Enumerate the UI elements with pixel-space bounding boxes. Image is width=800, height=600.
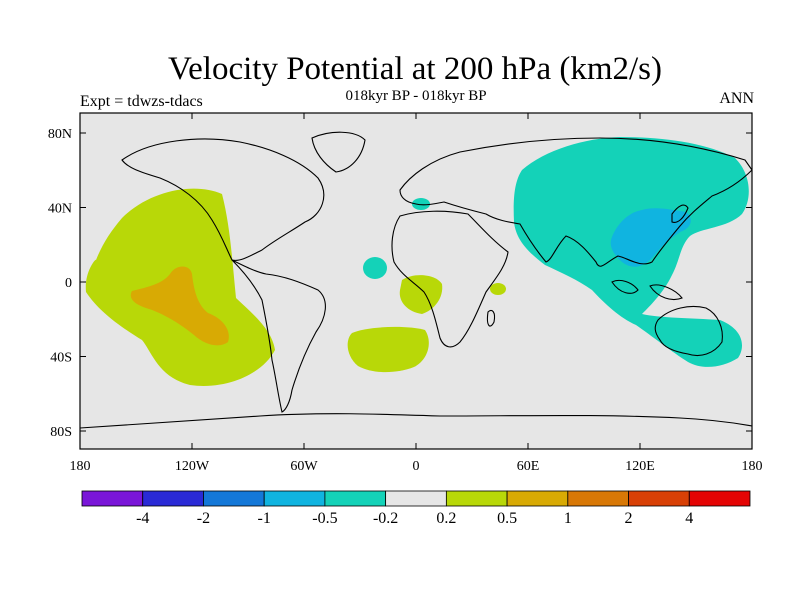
- lon-tick-label: 0: [413, 459, 420, 474]
- colorbar-swatch: [142, 490, 204, 507]
- colorbar-label: 2: [625, 510, 633, 527]
- colorbar-label: -2: [197, 510, 210, 527]
- lat-tick-label: 80S: [50, 425, 72, 440]
- colorbar-swatch: [203, 490, 265, 507]
- colorbar-label: -0.5: [312, 510, 337, 527]
- lat-tick-label: 80N: [48, 127, 72, 142]
- colorbar-label: 4: [685, 510, 693, 527]
- colorbar-label: 1: [564, 510, 572, 527]
- lon-tick-label: 120W: [175, 459, 210, 474]
- colorbar-label: 0.5: [497, 510, 517, 527]
- colorbar-swatch: [628, 490, 690, 507]
- latitude-axis: 80N 40N 0 40S 80S: [48, 127, 752, 440]
- colorbar-swatch: [445, 490, 508, 507]
- colorbar: -4 -2 -1 -0.5 -0.2 0.2 0.5 1 2 4: [81, 490, 751, 527]
- colorbar-label: -0.2: [373, 510, 398, 527]
- stronger-negative-core: [610, 208, 691, 267]
- lon-tick-label: 180: [742, 459, 763, 474]
- lon-tick-label: 60E: [517, 459, 540, 474]
- lat-tick-label: 0: [65, 276, 72, 291]
- map-title: Velocity Potential at 200 hPa (km2/s): [167, 51, 663, 87]
- positive-region-east-africa: [490, 283, 506, 295]
- negative-region-mediterranean: [412, 198, 430, 210]
- map-subtitle: 018kyr BP - 018kyr BP: [345, 88, 487, 104]
- negative-region-atlantic: [363, 257, 387, 279]
- longitude-axis: 180 120W 60W 0 60E 120E 180: [70, 113, 763, 474]
- positive-region-africa: [399, 275, 443, 314]
- strong-positive-core: [130, 266, 229, 346]
- colorbar-swatch: [567, 490, 629, 507]
- colorbar-label: -1: [258, 510, 271, 527]
- colorbar-swatch: [688, 490, 751, 507]
- colorbar-label: 0.2: [436, 510, 456, 527]
- colorbar-swatch: [263, 490, 326, 507]
- colorbar-swatch: [506, 490, 569, 507]
- lat-tick-label: 40N: [48, 202, 72, 217]
- season-label: ANN: [719, 90, 754, 107]
- colorbar-swatch: [385, 490, 447, 507]
- lon-tick-label: 60W: [290, 459, 318, 474]
- lon-tick-label: 120E: [625, 459, 655, 474]
- lon-tick-label: 180: [70, 459, 91, 474]
- experiment-label: Expt = tdwzs-tdacs: [80, 93, 203, 110]
- coastlines: [80, 131, 752, 429]
- lat-tick-label: 40S: [50, 351, 72, 366]
- positive-region-south-atlantic: [347, 326, 429, 373]
- colorbar-swatch: [81, 490, 144, 507]
- colorbar-label: -4: [136, 510, 149, 527]
- colorbar-swatch: [324, 490, 387, 507]
